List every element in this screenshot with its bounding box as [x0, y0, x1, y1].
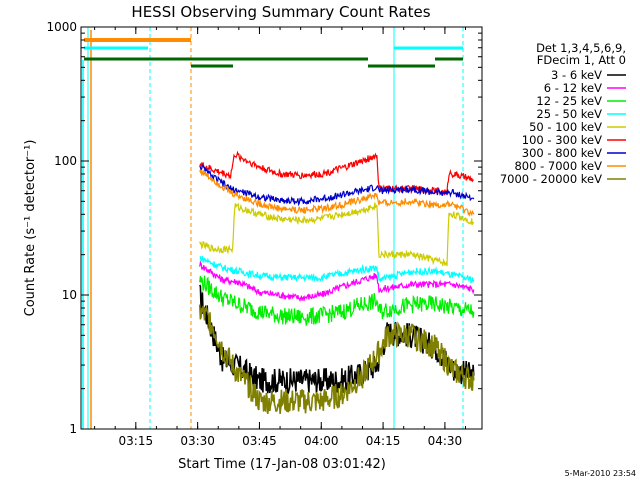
x-tick-label: 04:15: [366, 434, 401, 448]
legend-label: 300 - 800 keV: [522, 146, 602, 160]
x-tick-label: 04:00: [304, 434, 339, 448]
legend-header: Det 1,3,4,5,6,9,: [536, 41, 626, 55]
x-tick-label: 03:15: [119, 434, 154, 448]
x-tick-label: 03:45: [242, 434, 277, 448]
series-layer: [198, 150, 475, 415]
x-tick-label: 03:30: [180, 434, 215, 448]
legend-label: 6 - 12 keV: [544, 81, 602, 95]
series-line: [199, 255, 475, 284]
legend-label: 50 - 100 keV: [529, 120, 602, 134]
legend-header: FDecim 1, Att 0: [537, 53, 626, 67]
series-line: [199, 169, 475, 218]
series-line: [199, 202, 475, 267]
legend-label: 3 - 6 keV: [551, 68, 602, 82]
series-line: [199, 164, 475, 207]
y-tick-label: 10: [62, 288, 77, 302]
legend-label: 12 - 25 keV: [536, 94, 602, 108]
plot-frame: [80, 26, 483, 430]
series-line: [199, 275, 475, 327]
tick-layer: 03:15 03:30 03:45 04:00 04:15 04:30 1 10 100 1000: [46, 20, 482, 448]
x-axis-label: Start Time (17-Jan-08 03:01:42): [178, 457, 386, 472]
y-axis-label: Count Rate (s⁻¹ detector⁻¹): [23, 140, 38, 317]
series-line: [199, 260, 475, 303]
legend-label: 100 - 300 keV: [522, 133, 602, 147]
x-tick-label: 04:30: [428, 434, 463, 448]
legend-label: 25 - 50 keV: [536, 107, 602, 121]
series-line: [199, 284, 475, 395]
series-line: [198, 304, 475, 415]
chart-title: HESSI Observing Summary Count Rates: [131, 3, 430, 21]
legend-label: 7000 - 20000 keV: [500, 172, 602, 186]
y-tick-label: 1000: [46, 20, 77, 34]
y-tick-label: 1: [69, 422, 77, 436]
y-tick-label: 100: [54, 154, 77, 168]
footer-timestamp: 5-Mar-2010 23:54: [565, 469, 636, 478]
observing-state-layer: [82, 27, 464, 429]
legend-label: 800 - 7000 keV: [514, 159, 602, 173]
legend: Det 1,3,4,5,6,9,FDecim 1, Att 03 - 6 keV…: [500, 41, 626, 186]
